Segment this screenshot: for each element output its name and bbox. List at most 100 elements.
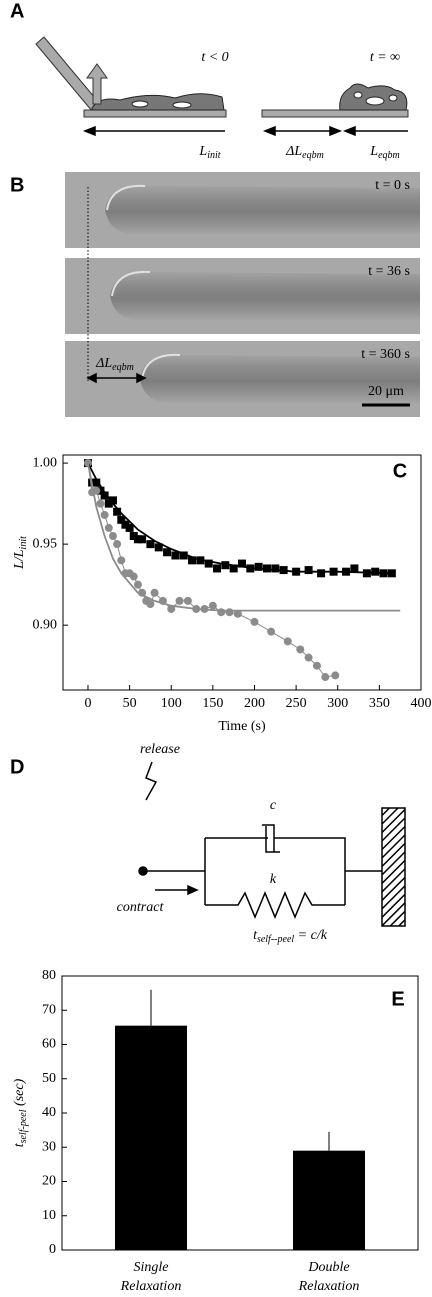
- label-main: ΔL: [95, 356, 112, 371]
- point: [371, 567, 380, 576]
- panel-label: E: [391, 988, 404, 1010]
- panel-label: C: [393, 460, 407, 482]
- y-tick-label: 50: [42, 1071, 56, 1086]
- y-tick-label: 0.90: [33, 617, 58, 632]
- arrows: [82, 125, 408, 137]
- cell-image: [110, 271, 420, 321]
- point: [179, 551, 188, 560]
- label-line: Single: [134, 1260, 169, 1275]
- scale-label: 20 μm: [368, 384, 404, 399]
- point: [296, 645, 305, 654]
- label-main: L: [369, 144, 378, 159]
- contract-label: contract: [117, 900, 165, 915]
- point: [117, 515, 126, 524]
- release-symbol: [145, 761, 158, 801]
- point: [129, 572, 138, 581]
- point: [104, 523, 113, 532]
- length-label: ΔLeqbm: [285, 144, 324, 161]
- k-label: k: [270, 872, 277, 887]
- point: [250, 617, 259, 626]
- x-tick-label: 100: [161, 696, 182, 711]
- plot-frame: [61, 975, 419, 1251]
- point: [283, 637, 292, 646]
- label-line: Relaxation: [298, 1279, 360, 1294]
- x-tick-label: 50: [123, 696, 137, 711]
- point: [262, 564, 271, 573]
- time-label: t = 360 s: [361, 347, 410, 362]
- y-tick-label: 10: [42, 1208, 56, 1223]
- cell-edge: [106, 184, 146, 211]
- point: [133, 535, 142, 544]
- point: [304, 653, 313, 662]
- bar: [115, 1025, 187, 1250]
- cell-edge: [141, 353, 181, 380]
- point: [267, 627, 276, 636]
- capacitor: [265, 826, 280, 853]
- fit-line: [87, 462, 401, 612]
- x-tick-label: Single Relaxation: [120, 1260, 182, 1294]
- y-tick-label: 40: [42, 1105, 56, 1120]
- point: [108, 496, 117, 505]
- fit-line: [87, 462, 392, 575]
- chart: 0 10 20 30 40 50 60 70 80 Single Relaxation Double R…: [12, 968, 419, 1294]
- arrow: [86, 372, 147, 384]
- panel-label: B: [10, 174, 24, 196]
- label-line: Relaxation: [120, 1279, 182, 1294]
- label-subscript: init: [207, 150, 221, 161]
- x-tick-label: 0: [84, 696, 91, 711]
- x-tick-label: 250: [286, 696, 307, 711]
- y-axis-label: L/Linit: [12, 536, 29, 570]
- y-tick-label: 70: [42, 1002, 56, 1017]
- point: [213, 564, 222, 573]
- cell-image: [140, 354, 420, 404]
- x-tick-label: 400: [411, 696, 432, 711]
- label-main: t: [12, 1142, 27, 1147]
- label-line: Double: [307, 1260, 349, 1275]
- point: [167, 604, 176, 613]
- point: [204, 559, 213, 568]
- substrate: [261, 109, 409, 118]
- length-label: ΔLeqbm: [95, 356, 134, 373]
- panel-d: D release c k tself--peel = c/k contract: [10, 742, 406, 945]
- nucleus: [388, 94, 398, 102]
- bar: [293, 1150, 365, 1250]
- point: [163, 548, 172, 557]
- y-tick-label: 60: [42, 1037, 56, 1052]
- plot-frame: [62, 454, 422, 691]
- length-label: Leqbm: [369, 144, 399, 161]
- panel-a: A t < 0 t = ∞ Linit ΔLeqbm Leqbm: [10, 0, 409, 161]
- c-label: c: [270, 798, 277, 813]
- substrate: [83, 109, 227, 118]
- x-axis-label: Time (s): [218, 719, 266, 734]
- point: [154, 543, 163, 552]
- nucleus: [365, 96, 385, 106]
- point: [312, 661, 321, 670]
- point: [146, 540, 155, 549]
- point: [133, 580, 142, 589]
- label-main: t: [253, 928, 258, 943]
- label-subscript: init: [18, 536, 29, 550]
- point: [125, 523, 134, 532]
- point: [229, 564, 238, 573]
- point: [271, 564, 280, 573]
- point: [113, 507, 122, 516]
- label-subscript: eqbm: [112, 362, 134, 373]
- point: [331, 671, 340, 680]
- point: [92, 478, 101, 487]
- micrographs: t = 0 s t = 36 s t = 360 s: [65, 172, 420, 417]
- panel-b: B t = 0 s t = 36 s t = 360 s ΔLeqbm 20 μm: [10, 172, 420, 417]
- x-tick-label: 200: [244, 696, 265, 711]
- point: [321, 673, 330, 682]
- panel-label: A: [10, 0, 24, 22]
- point: [208, 601, 217, 610]
- arrow-head: [187, 884, 199, 896]
- time-constant: tself--peel = c/k: [253, 928, 328, 945]
- label-main: ΔL: [285, 144, 302, 159]
- label-subscript: self--peel: [257, 934, 294, 945]
- label-subscript: self-peel: [18, 1109, 29, 1143]
- y-tick-label: 0.95: [33, 536, 58, 551]
- point: [188, 556, 197, 565]
- time-label: t = ∞: [370, 50, 400, 65]
- y-tick-label: 80: [42, 968, 56, 983]
